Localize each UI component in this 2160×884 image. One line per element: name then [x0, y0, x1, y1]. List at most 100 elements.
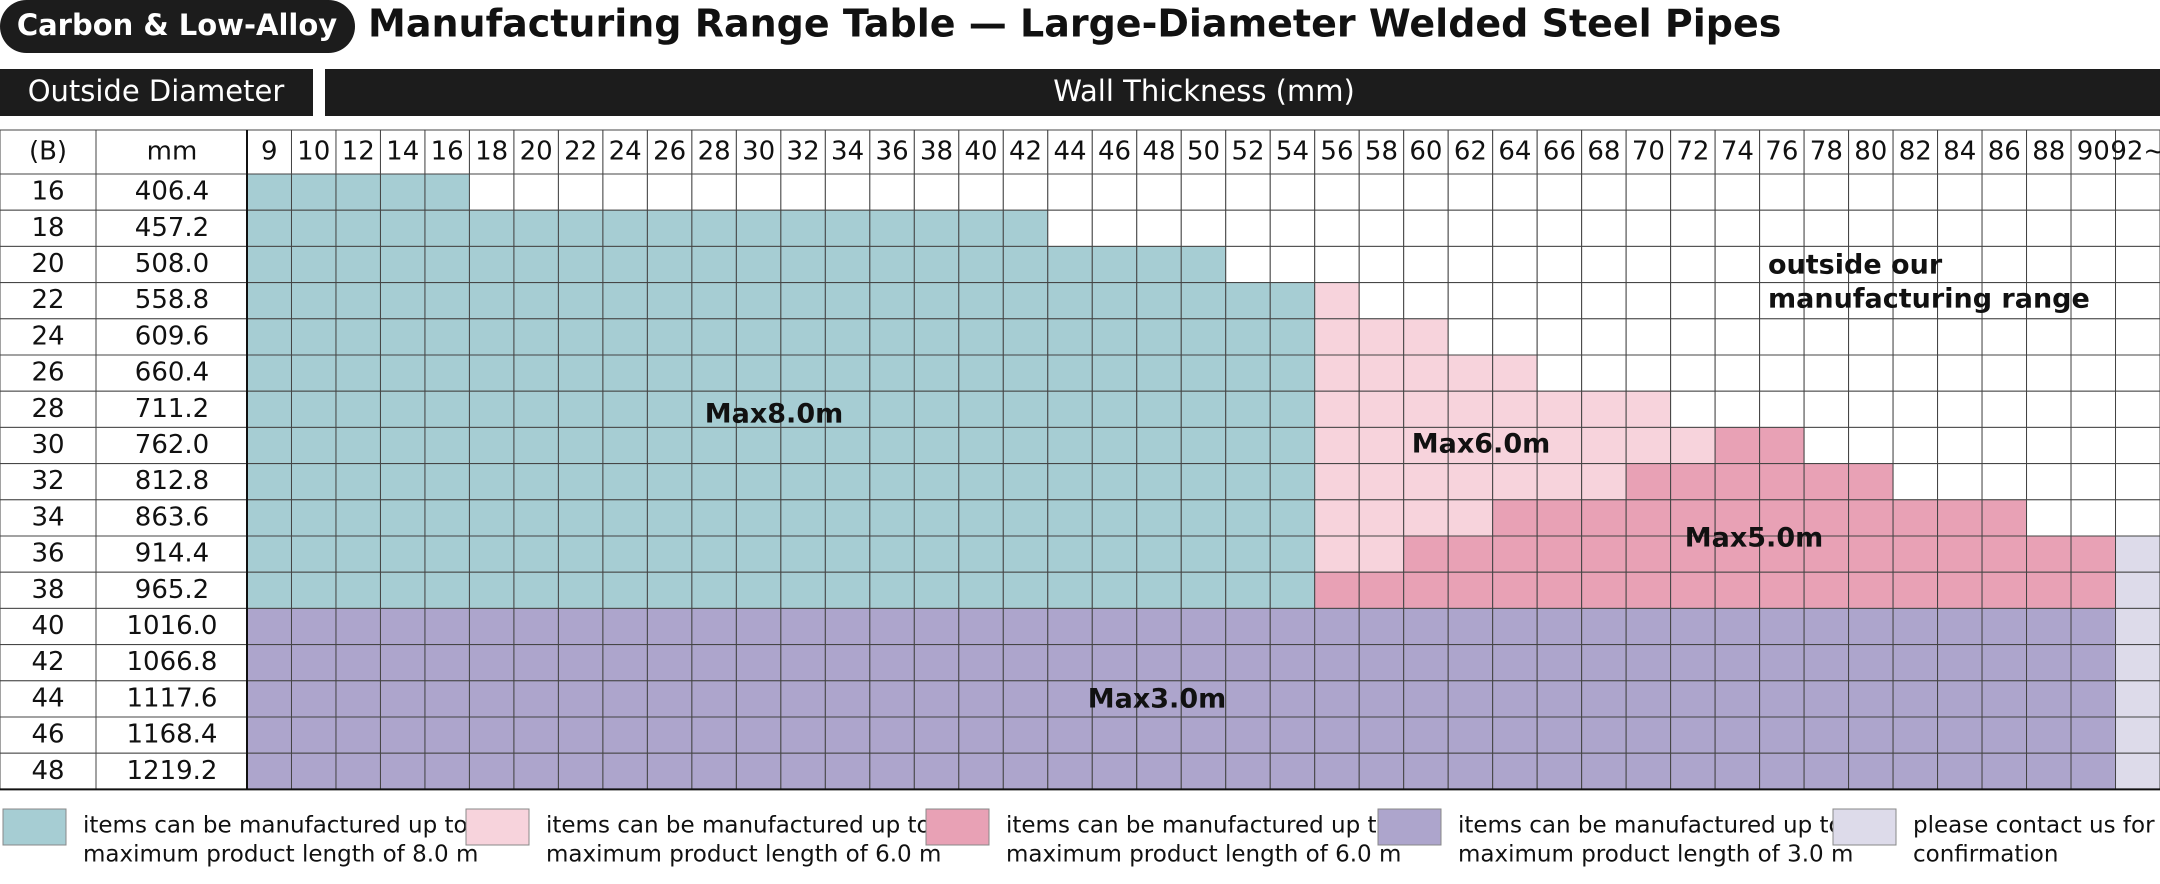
range-cell — [958, 354, 1004, 392]
range-cell — [1937, 463, 1983, 501]
range-cell — [602, 318, 648, 356]
size-b: 30 — [31, 430, 64, 460]
range-cell — [646, 318, 693, 356]
range-cell — [958, 571, 1004, 609]
range-cell — [1314, 716, 1360, 754]
range-cell — [1002, 390, 1049, 428]
range-cell — [691, 680, 737, 718]
range-cell — [691, 499, 737, 537]
range-cell — [1714, 209, 1761, 247]
range-cell — [468, 752, 515, 790]
range-cell — [958, 173, 1004, 211]
range-cell — [1403, 318, 1449, 356]
range-cell — [1714, 644, 1761, 682]
range-cell — [1937, 535, 1983, 573]
range-cell — [1536, 390, 1583, 428]
range-cell — [1225, 752, 1271, 790]
range-cell — [824, 390, 871, 428]
range-cell — [1358, 354, 1405, 392]
range-cell — [780, 571, 826, 609]
range-cell — [1447, 499, 1494, 537]
range-cell — [1002, 716, 1049, 754]
range-cell — [1670, 318, 1716, 356]
column-header: 12 — [342, 137, 375, 167]
range-cell — [1714, 680, 1761, 718]
range-cell — [1803, 571, 1850, 609]
range-cell — [468, 571, 515, 609]
range-cell — [913, 209, 960, 247]
range-cell — [246, 209, 292, 247]
range-cell — [1358, 173, 1405, 211]
range-cell — [1269, 607, 1316, 646]
range-cell — [1403, 644, 1449, 682]
range-cell — [1269, 752, 1316, 790]
range-cell — [1937, 426, 1983, 465]
header-cell — [2115, 129, 2160, 175]
size-b: 46 — [31, 720, 64, 750]
range-cell — [1447, 680, 1494, 718]
range-cell — [1447, 354, 1494, 392]
range-cell — [824, 173, 871, 211]
range-cell — [1892, 354, 1939, 392]
range-cell — [1848, 752, 1894, 790]
range-cell — [1314, 535, 1360, 573]
range-cell — [1225, 390, 1271, 428]
size-b: 28 — [31, 394, 64, 424]
range-cell — [335, 354, 381, 392]
range-cell — [2026, 282, 2072, 320]
range-cell — [1848, 680, 1894, 718]
range-cell — [1314, 318, 1360, 356]
range-cell — [1581, 354, 1627, 392]
range-cell — [379, 426, 426, 465]
range-cell — [1269, 499, 1316, 537]
range-cell — [2115, 680, 2160, 718]
size-b: 48 — [31, 756, 64, 786]
range-cell — [246, 644, 292, 682]
column-header: 76 — [1765, 137, 1798, 167]
range-cell — [1180, 752, 1227, 790]
range-cell — [290, 245, 337, 284]
range-cell — [557, 426, 604, 465]
range-cell — [1314, 499, 1360, 537]
range-cell — [424, 390, 470, 428]
range-cell — [1002, 571, 1049, 609]
range-cell — [379, 209, 426, 247]
column-header: 40 — [965, 137, 998, 167]
range-cell — [1981, 716, 2028, 754]
range-cell — [246, 282, 292, 320]
range-cell — [1358, 209, 1405, 247]
range-cell — [1670, 354, 1716, 392]
range-cell — [780, 354, 826, 392]
range-cell — [1047, 173, 1093, 211]
range-cell — [557, 390, 604, 428]
range-cell — [557, 245, 604, 284]
column-header: 24 — [609, 137, 642, 167]
range-cell — [1981, 390, 2028, 428]
range-cell — [1447, 716, 1494, 754]
range-cell — [424, 426, 470, 465]
range-cell — [1314, 607, 1360, 646]
range-cell — [468, 173, 515, 211]
range-cell — [1625, 245, 1672, 284]
range-cell — [246, 680, 292, 718]
range-cell — [869, 390, 915, 428]
size-mm: 1016.0 — [127, 611, 218, 641]
range-cell — [1047, 318, 1093, 356]
range-cell — [379, 571, 426, 609]
range-cell — [290, 426, 337, 465]
column-header: 80 — [1854, 137, 1887, 167]
range-cell — [869, 209, 915, 247]
range-cell — [246, 499, 292, 537]
size-mm: 711.2 — [135, 394, 209, 424]
row-cell — [0, 680, 97, 718]
row-cell — [0, 426, 97, 465]
range-cell — [1358, 245, 1405, 284]
range-cell — [1803, 173, 1850, 211]
range-cell — [1358, 535, 1405, 573]
column-header: 68 — [1587, 137, 1620, 167]
range-cell — [1358, 499, 1405, 537]
range-cell — [468, 318, 515, 356]
range-cell — [2070, 752, 2117, 790]
range-cell — [1358, 318, 1405, 356]
legend-text: items can be manufactured up to a — [546, 813, 952, 839]
